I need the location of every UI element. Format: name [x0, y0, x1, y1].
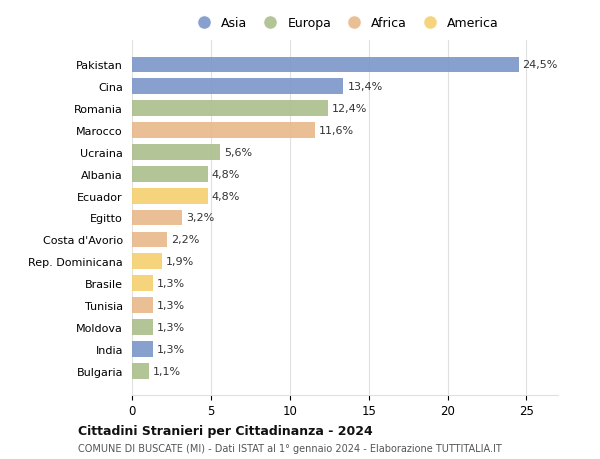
Bar — [132, 57, 518, 73]
Bar — [132, 341, 152, 357]
Text: 1,3%: 1,3% — [157, 279, 185, 289]
Text: Cittadini Stranieri per Cittadinanza - 2024: Cittadini Stranieri per Cittadinanza - 2… — [78, 424, 373, 437]
Bar — [132, 276, 152, 291]
Bar — [132, 123, 315, 139]
Bar — [132, 297, 152, 313]
Bar — [132, 254, 162, 269]
Text: 12,4%: 12,4% — [332, 104, 367, 114]
Bar — [132, 363, 149, 379]
Bar — [132, 319, 152, 335]
Text: 1,3%: 1,3% — [157, 322, 185, 332]
Text: 4,8%: 4,8% — [212, 169, 240, 179]
Text: 1,9%: 1,9% — [166, 257, 194, 267]
Text: 5,6%: 5,6% — [224, 147, 253, 157]
Bar — [132, 188, 208, 204]
Legend: Asia, Europa, Africa, America: Asia, Europa, Africa, America — [186, 12, 504, 35]
Text: 24,5%: 24,5% — [523, 60, 558, 70]
Text: 1,1%: 1,1% — [154, 366, 181, 376]
Bar — [132, 145, 220, 160]
Text: 3,2%: 3,2% — [187, 213, 215, 223]
Text: 4,8%: 4,8% — [212, 191, 240, 201]
Text: 1,3%: 1,3% — [157, 344, 185, 354]
Text: COMUNE DI BUSCATE (MI) - Dati ISTAT al 1° gennaio 2024 - Elaborazione TUTTITALIA: COMUNE DI BUSCATE (MI) - Dati ISTAT al 1… — [78, 443, 502, 453]
Text: 1,3%: 1,3% — [157, 300, 185, 310]
Bar — [132, 79, 343, 95]
Bar — [132, 232, 167, 248]
Text: 11,6%: 11,6% — [319, 126, 354, 136]
Text: 2,2%: 2,2% — [170, 235, 199, 245]
Text: 13,4%: 13,4% — [347, 82, 383, 92]
Bar — [132, 210, 182, 226]
Bar — [132, 167, 208, 182]
Bar — [132, 101, 328, 117]
